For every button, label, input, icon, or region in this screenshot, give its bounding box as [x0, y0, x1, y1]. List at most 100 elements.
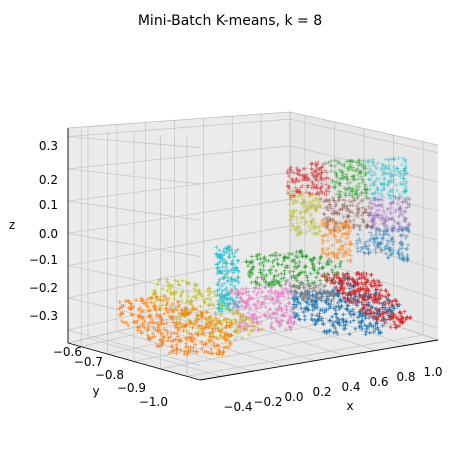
point-olive	[238, 329, 243, 334]
point-blue	[329, 298, 334, 303]
wall-point-red	[319, 181, 324, 186]
wall-point-purple	[405, 201, 410, 206]
point-olive	[199, 319, 204, 324]
point-orange	[166, 335, 171, 340]
wall-point-cyan	[393, 172, 398, 177]
wall-point-green	[333, 185, 338, 190]
wall-point-olive	[295, 221, 300, 226]
wall-point-blue	[379, 249, 384, 254]
point-pink	[277, 321, 282, 326]
wall-point-brown	[353, 213, 358, 218]
point-pink	[275, 307, 280, 312]
wall-point-cyan	[387, 193, 392, 198]
point-green	[279, 283, 284, 288]
wall-point-cyan	[372, 191, 377, 196]
point-olive	[175, 279, 180, 284]
point-gray	[331, 296, 336, 301]
wall-point-cyan	[382, 157, 387, 162]
point-orange	[170, 349, 175, 354]
point-olive	[166, 284, 171, 289]
wall-point-blue	[388, 253, 393, 258]
point-gray	[307, 284, 312, 289]
point-orange	[229, 320, 234, 325]
wall-point-cyan	[370, 159, 375, 164]
point-olive	[177, 283, 182, 288]
point-orange	[140, 316, 145, 321]
point-olive	[252, 324, 257, 329]
point-blue	[310, 313, 315, 318]
point-red	[345, 293, 350, 298]
wall-point-green	[361, 177, 366, 182]
point-cyan	[233, 268, 238, 273]
point-red	[368, 282, 373, 287]
point-blue	[316, 317, 321, 322]
point-green	[262, 254, 267, 259]
wall-point-red	[301, 166, 306, 171]
point-red	[392, 319, 397, 324]
point-green	[291, 269, 296, 274]
point-blue	[291, 296, 296, 301]
wall-point-olive	[301, 199, 306, 204]
point-blue	[347, 286, 352, 291]
wall-point-blue	[401, 256, 406, 261]
wall-point-green	[345, 181, 350, 186]
point-olive	[245, 328, 250, 333]
z-tick-label: 0.0	[39, 227, 58, 241]
point-green	[282, 268, 287, 273]
point-blue	[343, 300, 348, 305]
point-blue	[348, 309, 353, 314]
point-red	[369, 284, 374, 289]
wall-point-blue	[373, 247, 378, 252]
point-cyan	[217, 277, 222, 282]
wall-point-cyan	[374, 166, 379, 171]
wall-point-cyan	[381, 171, 386, 176]
point-pink	[270, 311, 275, 316]
wall-point-purple	[388, 205, 393, 210]
point-pink	[277, 300, 282, 305]
wall-point-green	[341, 176, 346, 181]
point-green	[274, 278, 279, 283]
wall-point-cyan	[382, 186, 387, 191]
point-cyan	[216, 283, 221, 288]
point-orange	[117, 306, 122, 311]
point-red	[368, 292, 373, 297]
wall-point-red	[291, 170, 296, 175]
point-orange	[121, 303, 126, 308]
point-red	[380, 305, 385, 310]
wall-point-brown	[337, 195, 342, 200]
point-orange	[188, 336, 193, 341]
wall-point-blue	[396, 227, 401, 232]
point-olive	[225, 306, 230, 311]
point-red	[364, 271, 369, 276]
wall-point-cyan	[396, 173, 401, 178]
point-orange	[209, 347, 214, 352]
point-red	[389, 315, 394, 320]
wall-point-cyan	[403, 168, 408, 173]
point-olive	[213, 311, 218, 316]
point-red	[379, 318, 384, 323]
point-orange	[176, 303, 181, 308]
point-olive	[242, 318, 247, 323]
point-olive	[155, 282, 160, 287]
wall-point-purple	[384, 214, 389, 219]
point-olive	[223, 307, 228, 312]
y-tick-label: −0.6	[53, 345, 82, 359]
point-blue	[313, 322, 318, 327]
wall-point-cyan	[368, 187, 373, 192]
point-orange	[213, 316, 218, 321]
point-blue	[364, 324, 369, 329]
point-orange	[176, 338, 181, 343]
point-olive	[208, 297, 213, 302]
point-gray	[295, 286, 300, 291]
point-blue	[318, 308, 323, 313]
point-pink	[273, 316, 278, 321]
point-cyan	[220, 253, 225, 258]
wall-point-brown	[338, 207, 343, 212]
point-cyan	[226, 246, 231, 251]
wall-point-orange	[330, 219, 335, 224]
point-orange	[193, 342, 198, 347]
wall-point-cyan	[404, 164, 409, 169]
point-green	[330, 270, 335, 275]
wall-point-brown	[337, 212, 342, 217]
wall-point-blue	[391, 239, 396, 244]
